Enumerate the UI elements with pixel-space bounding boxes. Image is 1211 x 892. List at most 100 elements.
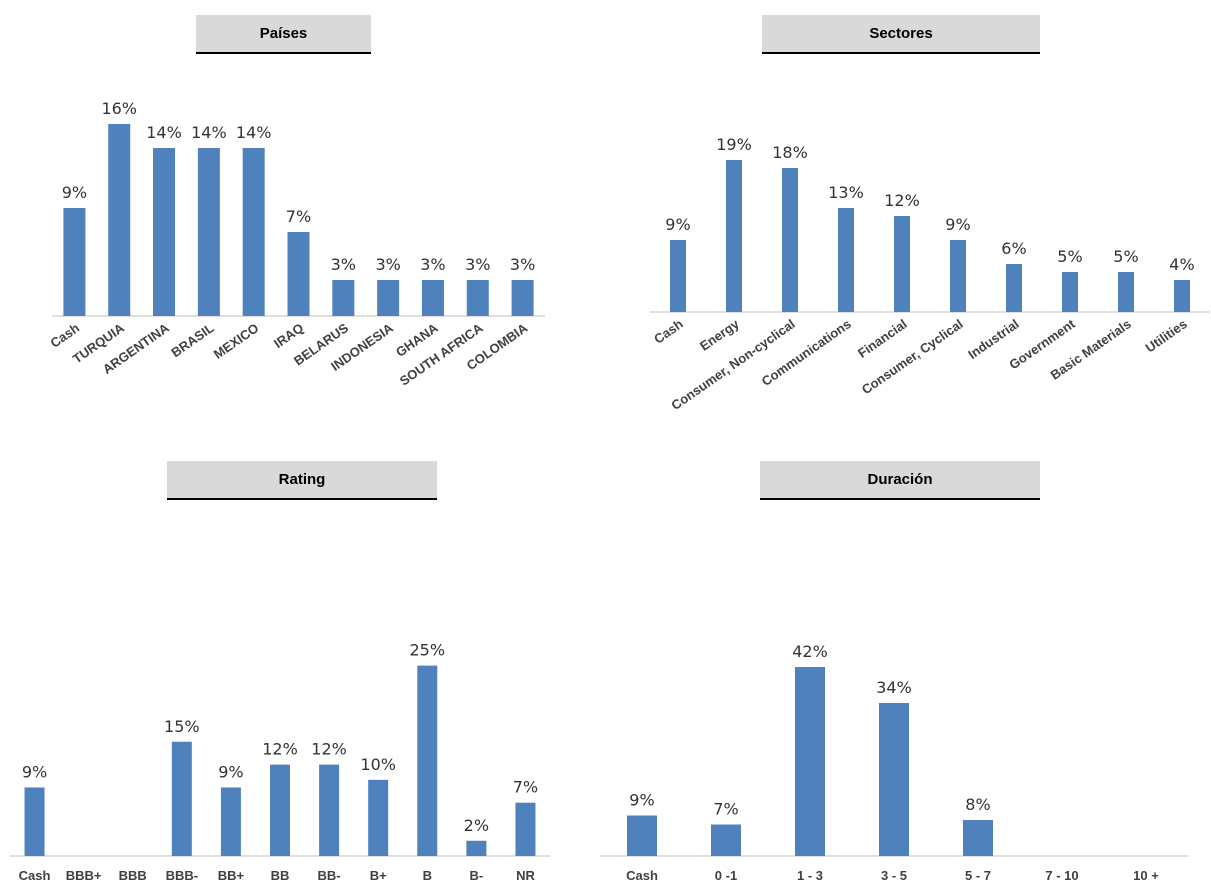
bar [153,148,176,316]
category-label: 1 - 3 [797,868,823,883]
bar [332,280,355,316]
category-label: B+ [370,868,387,883]
data-label: 42% [792,642,828,661]
category-label: BB+ [218,868,245,883]
data-label: 5% [1057,247,1082,266]
chart-title: Duración [760,461,1040,500]
data-label: 5% [1113,247,1138,266]
chart-duracion: Duración 9% Cash 7% 0 -1 42% 1 - 3 34% 3 - 5 8% 5… [560,446,1211,892]
data-label: 4% [1169,255,1194,274]
data-label: 9% [62,183,87,202]
category-label: BBB [119,868,147,883]
data-label: 12% [262,740,298,759]
bar [511,280,534,316]
data-label: 7% [713,800,738,819]
data-label: 25% [409,641,445,660]
data-label: 9% [22,762,47,781]
data-label: 13% [828,183,864,202]
data-label: 6% [1001,239,1026,258]
category-label: MEXICO [211,320,262,362]
category-label: Cash [19,868,51,883]
bar [319,764,340,856]
data-label: 3% [465,255,490,274]
data-label: 34% [876,678,912,697]
bar [627,815,657,856]
data-label: 3% [420,255,445,274]
data-label: 9% [945,215,970,234]
bar-chart: 9% Cash 7% 0 -1 42% 1 - 3 34% 3 - 5 8% 5 - 7 7 - 1… [600,642,1188,883]
data-label: 9% [629,791,654,810]
category-label: Cash [47,320,82,351]
data-label: 9% [665,215,690,234]
category-label: Cash [626,868,658,883]
bar [515,802,536,856]
data-label: 15% [164,717,200,736]
bar-chart: 9%Cash16%TURQUIA14%ARGENTINA14%BRASIL14%… [47,99,545,389]
data-label: 19% [716,135,752,154]
chart-title: Rating [167,461,437,500]
bar [950,240,966,312]
chart-rating: Rating 9% Cash BBB+ BBB 15% BBB- 9% BB+ 12% BB 12%… [0,446,560,892]
category-label: 7 - 10 [1045,868,1078,883]
data-label: 10% [360,755,396,774]
category-label: Energy [697,316,742,354]
category-label: NR [516,868,535,883]
category-label: IRAQ [271,320,306,351]
category-label: B- [470,868,484,883]
bar [417,665,438,856]
chart-paises: Países 9% Cash 16% TURQUIA 14% ARGENTINA 14% BR… [0,0,560,440]
data-label: 3% [331,255,356,274]
bar [108,124,131,316]
category-label: Utilities [1143,316,1190,355]
bar [270,764,290,856]
data-label: 7% [286,207,311,226]
data-label: 18% [772,143,808,162]
chart-title: Países [196,15,371,54]
bar [197,148,220,316]
data-label: 14% [146,123,182,142]
bar [1174,280,1190,312]
data-label: 2% [464,816,489,835]
category-label: BBB+ [66,868,102,883]
bar [894,216,910,312]
bar [838,208,854,312]
category-label: 3 - 5 [881,868,907,883]
category-label: BB [271,868,290,883]
data-label: 9% [218,762,243,781]
category-label: 0 -1 [715,868,737,883]
data-label: 3% [510,255,535,274]
category-label: BRASIL [168,320,216,360]
bar [466,280,489,316]
bar [377,280,400,316]
category-label: 10 + [1133,868,1159,883]
bar [368,779,389,856]
bar [670,240,686,312]
bar [1118,272,1134,312]
bar [242,148,265,316]
bar [726,160,742,312]
bar [711,824,741,856]
data-label: 14% [236,123,272,142]
bar [879,703,909,856]
category-label: Cash [651,316,686,347]
category-label: BB- [318,868,341,883]
chart-title: Sectores [762,15,1040,54]
bar [1062,272,1078,312]
data-label: 12% [311,740,347,759]
data-label: 8% [965,795,990,814]
bar [171,741,192,856]
bar [466,840,487,856]
bar [1006,264,1022,312]
chart-sectores: Sectores 9% Cash 19% Energy 18% Consumer, Non… [600,0,1211,440]
category-label: B [423,868,432,883]
category-label: BBB- [166,868,199,883]
data-label: 3% [375,255,400,274]
bar [795,667,825,856]
bar [220,787,241,856]
category-label: 5 - 7 [965,868,991,883]
data-label: 16% [101,99,137,118]
bar-chart: 9%Cash BBB+ BBB15%BBB-9%BB+12%BB12%BB-10%B… [10,641,550,883]
category-label: Consumer, Cyclical [859,316,966,397]
bar [421,280,444,316]
